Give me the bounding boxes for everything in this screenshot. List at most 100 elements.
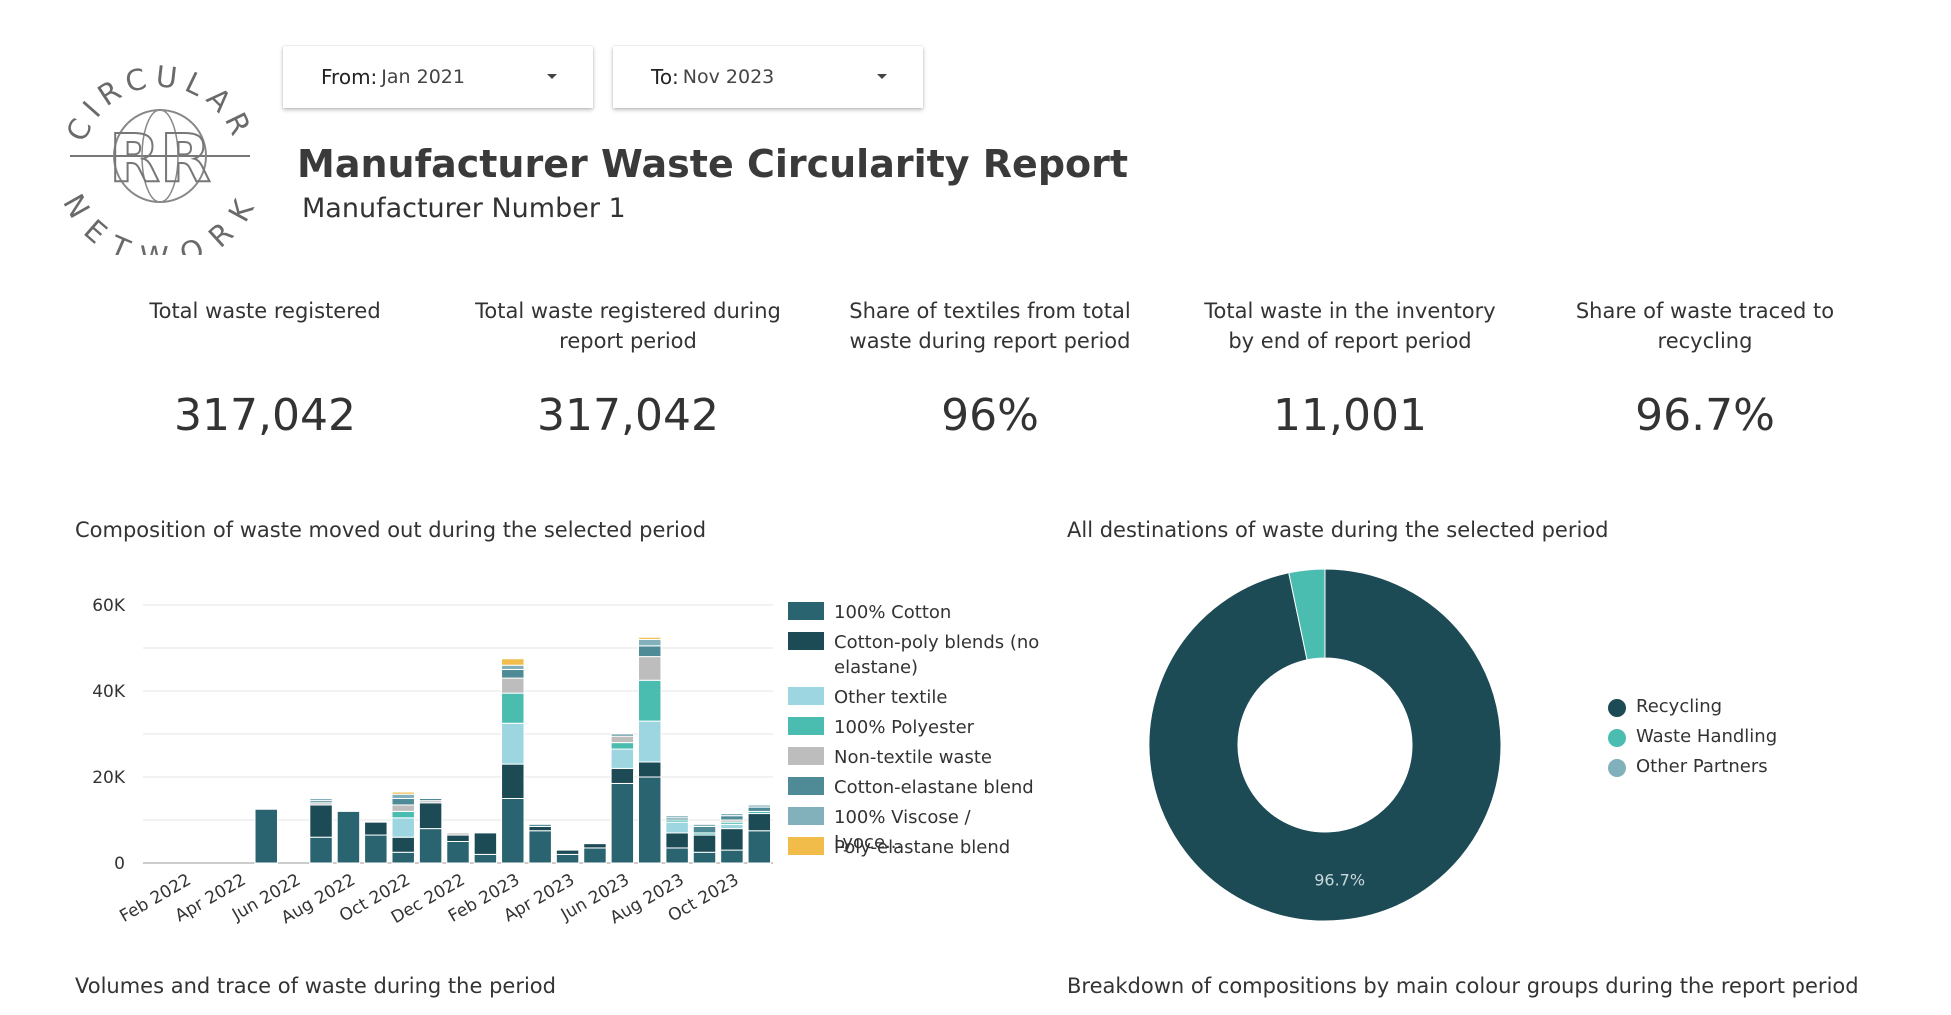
bar-segment[interactable] xyxy=(638,645,662,658)
logo-monogram: RR xyxy=(109,120,211,197)
bar-segment[interactable] xyxy=(336,810,361,864)
bar-segment[interactable] xyxy=(665,815,689,819)
bar-segment[interactable] xyxy=(391,798,415,806)
legend-swatch xyxy=(788,602,824,620)
bar-segment[interactable] xyxy=(610,735,635,744)
composition-chart-title: Composition of waste moved out during th… xyxy=(75,518,707,542)
destinations-donut-chart: 96.7% xyxy=(1148,568,1502,922)
bar-segment[interactable] xyxy=(720,849,744,864)
bar-segment[interactable] xyxy=(610,733,635,737)
bar-segment[interactable] xyxy=(638,776,662,864)
kpi-label: Total waste registered during report peri… xyxy=(475,299,781,353)
bar-segment[interactable] xyxy=(665,847,689,864)
kpi-value: 11,001 xyxy=(1273,390,1427,441)
bar-segment[interactable] xyxy=(692,823,717,827)
bar-segment[interactable] xyxy=(610,748,635,769)
bar-segment[interactable] xyxy=(391,804,415,812)
bar-segment[interactable] xyxy=(391,810,415,819)
bar-segment[interactable] xyxy=(309,804,333,838)
donut-slice[interactable] xyxy=(1148,568,1502,922)
bar-segment[interactable] xyxy=(528,825,552,832)
bar-segment[interactable] xyxy=(747,804,772,808)
bar-segment[interactable] xyxy=(747,830,772,864)
bar-segment[interactable] xyxy=(528,823,552,827)
bar-segment[interactable] xyxy=(418,798,443,802)
bar-segment[interactable] xyxy=(638,720,662,763)
bar-segment[interactable] xyxy=(501,692,525,724)
kpi-value: 317,042 xyxy=(537,390,719,441)
bar-segment[interactable] xyxy=(364,834,388,864)
bar-segment[interactable] xyxy=(720,823,744,830)
bar-segment[interactable] xyxy=(555,849,580,855)
bar-segment[interactable] xyxy=(391,793,415,799)
bar-segment[interactable] xyxy=(501,677,525,694)
bar-segment[interactable] xyxy=(501,669,525,679)
bar-segment[interactable] xyxy=(610,742,635,750)
legend-swatch xyxy=(788,807,824,825)
bar-segment[interactable] xyxy=(747,806,772,812)
legend-label: Other Partners xyxy=(1636,756,1768,777)
bar-segment[interactable] xyxy=(610,782,635,864)
bar-segment[interactable] xyxy=(501,658,525,666)
legend-swatch xyxy=(788,717,824,735)
kpi-textile-share: Share of textiles from total waste during… xyxy=(825,296,1155,441)
bar-segment[interactable] xyxy=(501,722,525,765)
bar-segment[interactable] xyxy=(446,832,470,836)
bar-segment[interactable] xyxy=(446,834,470,843)
bar-segment[interactable] xyxy=(747,813,772,832)
bar-segment[interactable] xyxy=(692,834,717,853)
legend-dot xyxy=(1608,699,1626,717)
donut-slice[interactable] xyxy=(1288,568,1326,661)
legend-dot xyxy=(1608,729,1626,747)
bar-segment[interactable] xyxy=(610,767,635,784)
kpi-label: Total waste registered xyxy=(149,299,381,323)
bar-segment[interactable] xyxy=(555,853,580,864)
svg-text:NETWORK: NETWORK xyxy=(60,188,260,255)
legend-label: 100% Cotton xyxy=(834,602,952,623)
bar-segment[interactable] xyxy=(473,832,498,855)
bar-segment[interactable] xyxy=(418,828,443,864)
bar-segment[interactable] xyxy=(473,853,498,864)
bar-segment[interactable] xyxy=(665,832,689,849)
from-value: Jan 2021 xyxy=(381,66,465,88)
bar-segment[interactable] xyxy=(583,847,607,864)
bar-segment[interactable] xyxy=(528,830,552,864)
bar-segment[interactable] xyxy=(720,828,744,851)
kpi-value: 317,042 xyxy=(174,390,356,441)
bar-segment[interactable] xyxy=(309,798,333,802)
bar-segment[interactable] xyxy=(391,836,415,853)
bar-segment[interactable] xyxy=(391,791,415,795)
legend-label: Waste Handling xyxy=(1636,726,1778,747)
donut-slice-label: 96.7% xyxy=(1314,871,1365,890)
logo: CIRCULAR NETWORK RR xyxy=(56,55,260,274)
bar-segment[interactable] xyxy=(583,843,607,849)
bar-segment[interactable] xyxy=(501,664,525,670)
bar-segment[interactable] xyxy=(391,817,415,838)
legend-swatch xyxy=(788,747,824,765)
bar-segment[interactable] xyxy=(309,836,333,864)
bar-segment[interactable] xyxy=(692,851,717,864)
volumes-section-title: Volumes and trace of waste during the pe… xyxy=(75,974,556,998)
kpi-value: 96% xyxy=(941,390,1039,441)
bar-segment[interactable] xyxy=(638,679,662,722)
bar-segment[interactable] xyxy=(720,815,744,821)
bar-segment[interactable] xyxy=(501,798,525,864)
bar-segment[interactable] xyxy=(501,763,525,800)
bar-segment[interactable] xyxy=(638,638,662,647)
bar-segment[interactable] xyxy=(720,813,744,817)
bar-segment[interactable] xyxy=(418,802,443,830)
bar-segment[interactable] xyxy=(254,808,278,864)
bar-segment[interactable] xyxy=(692,825,717,834)
bar-segment[interactable] xyxy=(638,656,662,681)
bar-segment[interactable] xyxy=(391,851,415,864)
legend-dot xyxy=(1608,759,1626,777)
chevron-down-icon xyxy=(877,74,887,79)
bar-segment[interactable] xyxy=(638,761,662,778)
bar-segment[interactable] xyxy=(446,841,470,864)
bar-segment[interactable] xyxy=(364,821,388,836)
to-date-dropdown[interactable]: To: Nov 2023 xyxy=(613,46,923,108)
bar-segment[interactable] xyxy=(665,821,689,834)
bar-segment[interactable] xyxy=(638,636,662,640)
from-date-dropdown[interactable]: From: Jan 2021 xyxy=(283,46,593,108)
